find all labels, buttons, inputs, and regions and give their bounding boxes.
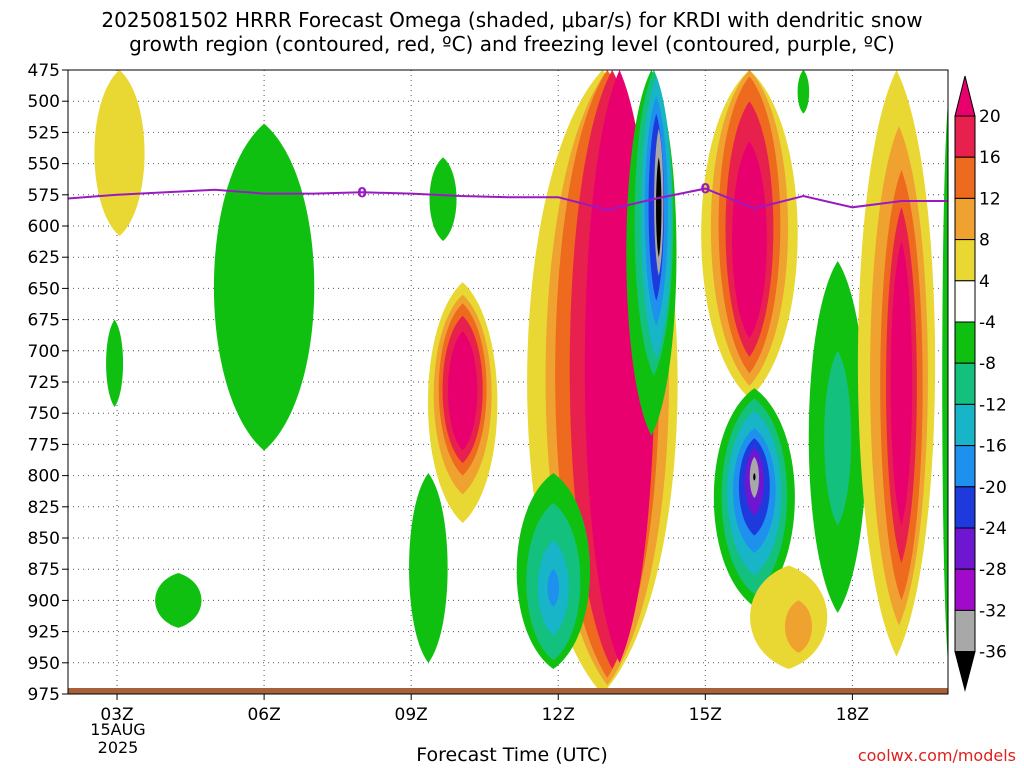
colorbar-label: -20 xyxy=(979,478,1007,498)
omega-region xyxy=(106,319,124,407)
colorbar-swatch xyxy=(954,197,976,241)
colorbar-top-arrow xyxy=(954,75,976,117)
y-tick-label: 750 xyxy=(28,404,60,424)
x-tick-label: 18Z xyxy=(836,705,869,725)
colorbar-label: -16 xyxy=(979,437,1007,457)
colorbar-bottom-arrow xyxy=(954,651,976,692)
freezing-level-label: 0 xyxy=(357,185,367,201)
colorbar-label: -4 xyxy=(979,313,996,333)
omega-region xyxy=(94,70,145,236)
chart-title-line-1: 2025081502 HRRR Forecast Omega (shaded, … xyxy=(101,8,923,32)
omega-region xyxy=(942,101,948,663)
colorbar-swatch xyxy=(954,445,976,488)
credit-link[interactable]: coolwx.com/models xyxy=(857,746,1016,765)
y-tick-label: 850 xyxy=(28,529,60,549)
colorbar-label: 8 xyxy=(979,231,990,251)
colorbar-swatch xyxy=(954,156,976,199)
omega-region xyxy=(409,473,448,663)
x-tick-label: 09Z xyxy=(395,705,428,725)
omega-region xyxy=(656,157,662,258)
y-tick-label: 675 xyxy=(28,311,60,331)
y-tick-label: 525 xyxy=(28,123,60,143)
omega-region xyxy=(784,600,812,653)
y-tick-label: 725 xyxy=(28,373,60,393)
date-label-day: 15AUG xyxy=(90,720,146,739)
y-tick-label: 500 xyxy=(28,92,60,112)
colorbar-label: -36 xyxy=(979,643,1007,663)
colorbar-swatch xyxy=(954,527,976,570)
colorbar: 20 16 12 8 4 -4 -8 -12 -16 -20 -24 -28 -32 -36 xyxy=(954,75,1007,692)
y-tick-label: 700 xyxy=(28,342,60,362)
colorbar-label: -24 xyxy=(979,519,1007,539)
colorbar-swatch xyxy=(954,280,976,323)
colorbar-label: 20 xyxy=(979,107,1001,127)
y-tick-label: 575 xyxy=(28,186,60,206)
y-tick-label: 550 xyxy=(28,155,60,175)
date-label-year: 2025 xyxy=(97,738,139,757)
freezing-level-line xyxy=(68,187,948,211)
colorbar-label: 16 xyxy=(979,148,1001,168)
y-tick-label: 825 xyxy=(28,498,60,518)
colorbar-swatch xyxy=(954,321,976,364)
x-tick-label: 15Z xyxy=(689,705,722,725)
y-tick-label: 650 xyxy=(28,279,60,299)
y-tick-label: 600 xyxy=(28,217,60,237)
x-tick-label: 06Z xyxy=(247,705,280,725)
x-axis: 03Z 06Z 09Z 12Z 15Z 18Z xyxy=(100,694,869,725)
y-tick-label: 950 xyxy=(28,654,60,674)
colorbar-label: -32 xyxy=(979,601,1007,621)
omega-region xyxy=(429,157,457,241)
colorbar-swatch xyxy=(954,609,976,653)
omega-region xyxy=(797,70,810,114)
omega-region xyxy=(824,350,852,526)
x-tick-label: 03Z xyxy=(100,705,133,725)
colorbar-swatch xyxy=(954,403,976,447)
freezing-level-label: 0 xyxy=(700,182,710,198)
y-tick-label: 875 xyxy=(28,560,60,580)
x-tick-label: 12Z xyxy=(542,705,575,725)
omega-region xyxy=(890,240,913,526)
omega-region xyxy=(213,123,315,451)
y-tick-label: 800 xyxy=(28,467,60,487)
colorbar-label: -28 xyxy=(979,560,1007,580)
omega-region xyxy=(753,473,756,481)
terrain-strip xyxy=(68,688,948,694)
colorbar-swatch xyxy=(954,115,976,158)
colorbar-label: 12 xyxy=(979,189,1001,209)
chart-title-line-2: growth region (contoured, red, ºC) and f… xyxy=(129,32,895,56)
colorbar-swatch xyxy=(954,362,976,405)
colorbar-swatch xyxy=(954,568,976,611)
y-tick-label: 975 xyxy=(28,685,60,705)
colorbar-label: -8 xyxy=(979,354,996,374)
y-tick-label: 475 xyxy=(28,61,60,81)
y-axis: 475 500 525 550 575 600 625 650 675 700 725 750 775 8… xyxy=(28,61,68,705)
colorbar-swatch xyxy=(954,239,976,282)
colorbar-swatch xyxy=(954,486,976,529)
x-axis-title: Forecast Time (UTC) xyxy=(416,744,608,766)
y-tick-label: 925 xyxy=(28,623,60,643)
omega-region xyxy=(447,330,478,451)
omega-region xyxy=(732,141,767,339)
omega-region xyxy=(155,572,202,628)
colorbar-label: -12 xyxy=(979,395,1007,415)
colorbar-label: 4 xyxy=(979,272,990,292)
y-tick-label: 625 xyxy=(28,248,60,268)
y-tick-label: 900 xyxy=(28,591,60,611)
y-tick-label: 775 xyxy=(28,435,60,455)
omega-region xyxy=(547,569,560,607)
omega-shading xyxy=(94,70,948,694)
